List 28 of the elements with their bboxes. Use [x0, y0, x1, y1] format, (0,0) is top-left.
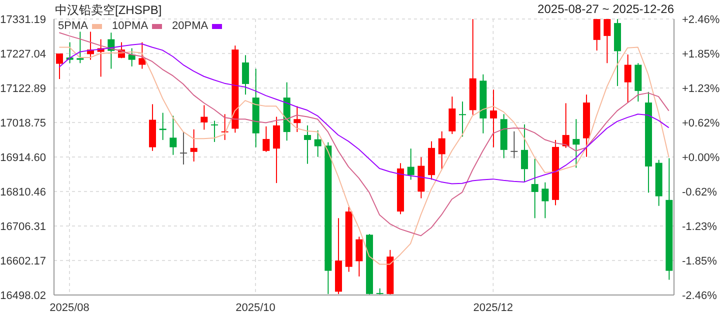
legend-label: 10PMA	[112, 20, 148, 32]
legend-label: 20PMA	[172, 20, 208, 32]
y-tick-label: 16810.46	[0, 186, 46, 198]
y2-tick-label: +1.85%	[682, 48, 720, 60]
y2-tick-label: +0.62%	[682, 117, 720, 130]
y2-tick-label: +2.46%	[682, 14, 720, 26]
y2-tick-label: -0.62%	[682, 186, 718, 198]
y2-tick-label: -1.85%	[682, 255, 718, 268]
legend-label: 5PMA	[58, 20, 88, 32]
y-tick-label: 16706.31	[0, 220, 46, 233]
chart-title: 中汉铅卖空[ZHSPB]	[55, 2, 162, 19]
x-tick-label: 2025/10	[236, 302, 276, 314]
x-tick-label: 2025/12	[473, 302, 514, 314]
y2-tick-label: +1.23%	[682, 82, 720, 95]
y2-tick-label: -2.46%	[682, 290, 718, 302]
candlestick	[159, 112, 166, 140]
y2-tick-label: -1.23%	[682, 220, 718, 233]
y2-tick-label: +0.00%	[682, 152, 720, 164]
chart-subtitle: 2025-08-27 ~ 2025-12-26	[538, 2, 674, 16]
y-tick-label: 16602.17	[0, 255, 46, 268]
y-tick-label: 16914.60	[0, 152, 46, 164]
y-tick-label: 17122.89	[0, 82, 46, 95]
line-series	[58, 32, 670, 236]
y-tick-label: 17227.04	[0, 48, 46, 60]
y-tick-label: 16498.02	[0, 290, 46, 302]
y-tick-label: 17018.75	[0, 117, 46, 130]
x-tick-label: 2025/08	[50, 302, 90, 314]
y-tick-label: 17331.19	[0, 14, 46, 26]
